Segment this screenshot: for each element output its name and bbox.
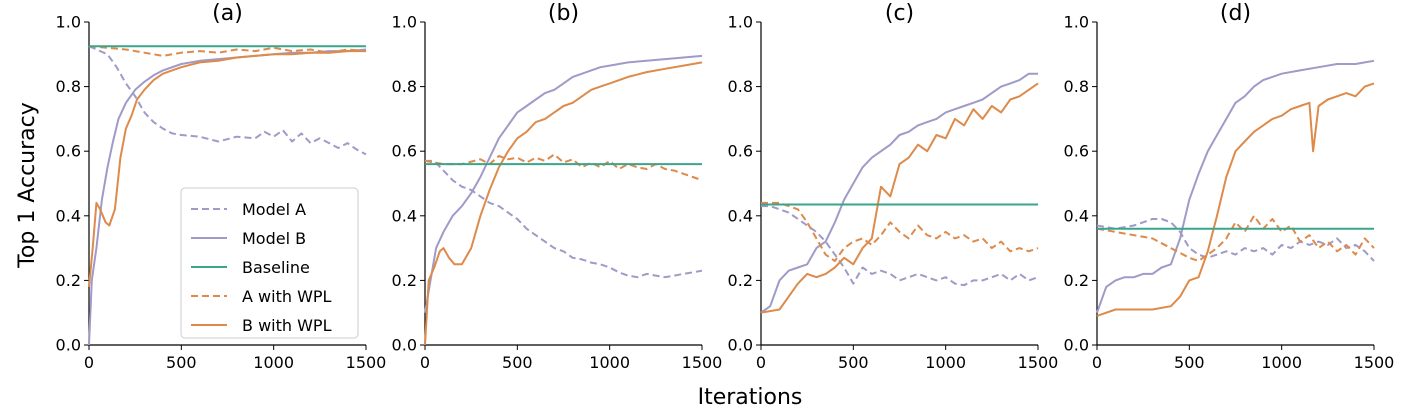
y-tick-label: 0.4 [1064, 206, 1089, 225]
y-tick-label: 0.0 [56, 336, 81, 355]
series-line-b-with-wpl [424, 61, 703, 346]
legend-label: Baseline [242, 258, 310, 277]
series-line-a-with-wpl [424, 153, 703, 182]
chart-panel-1: (a) 0.0 0.2 0.4 0.6 0.8 1.0 0 500 1000 1500 [56, 1, 387, 372]
x-tick-label: 1500 [1354, 353, 1395, 372]
legend-label: Model B [242, 229, 306, 248]
y-tick-label: 0.8 [56, 77, 81, 96]
legend: Model A Model B Baseline A with WPL B with W… [180, 187, 359, 339]
x-tick-label: 1000 [253, 353, 294, 372]
series-line-b-with-wpl [88, 50, 366, 287]
x-tick-label: 1500 [346, 353, 387, 372]
legend-box [180, 187, 359, 339]
x-tick-label: 1000 [925, 353, 966, 372]
x-tick-label: 0 [1092, 353, 1102, 372]
y-tick-label: 0.6 [1064, 142, 1089, 161]
series-line-model-b [88, 48, 367, 346]
legend-label: B with WPL [242, 316, 332, 335]
x-tick-label: 1000 [589, 353, 630, 372]
series-line-b-with-wpl [1096, 82, 1375, 317]
x-tick-label: 500 [838, 353, 869, 372]
panel-title: (a) [212, 1, 243, 26]
legend-label: A with WPL [242, 287, 332, 306]
y-tick-label: 0.0 [1064, 336, 1089, 355]
y-tick-label: 1.0 [1064, 13, 1089, 32]
series-line-model-b [424, 54, 703, 313]
series-line-model-a [88, 45, 367, 156]
series-line-model-b [1096, 59, 1375, 314]
y-tick-label: 1.0 [56, 13, 81, 32]
y-tick-label: 0.0 [392, 336, 417, 355]
y-tick-label: 0.6 [392, 142, 417, 161]
y-tick-label: 0.0 [728, 336, 753, 355]
y-tick-label: 0.2 [56, 271, 81, 290]
series-line-a-with-wpl [88, 45, 367, 57]
x-tick-label: 500 [166, 353, 197, 372]
y-tick-label: 0.2 [392, 271, 417, 290]
chart-panel-3: (c) 0.0 0.2 0.4 0.6 0.8 1.0 0 500 1000 1500 [728, 1, 1059, 372]
panel-title: (b) [548, 1, 579, 26]
series-line-model-a [761, 205, 1039, 287]
series-line-model-a [1096, 218, 1375, 262]
y-axis-title: Top 1 Accuracy [15, 102, 40, 269]
y-tick-label: 0.6 [56, 142, 81, 161]
y-tick-label: 0.6 [728, 142, 753, 161]
y-tick-label: 0.8 [728, 77, 753, 96]
series-line-a-with-wpl [761, 201, 1039, 262]
y-tick-label: 1.0 [392, 13, 417, 32]
series-line-a-with-wpl [1096, 214, 1375, 262]
x-tick-label: 1500 [682, 353, 723, 372]
series-line-b-with-wpl [760, 82, 1039, 314]
series-line-model-a [425, 159, 703, 279]
y-tick-label: 0.4 [392, 206, 417, 225]
x-tick-label: 500 [502, 353, 533, 372]
x-tick-label: 0 [420, 353, 430, 372]
x-tick-label: 0 [756, 353, 766, 372]
panels: (a)0.00.20.40.60.81.00 500 1000 1500(b)0.00… [56, 1, 1395, 372]
chart-panel-4: (d) 0.0 0.2 0.4 0.6 0.8 1.0 0 500 1000 1500 [1064, 1, 1395, 372]
x-tick-label: 500 [1174, 353, 1205, 372]
y-tick-label: 1.0 [728, 13, 753, 32]
x-tick-label: 1500 [1018, 353, 1059, 372]
series-line-model-b [760, 72, 1038, 314]
chart-panel-2: (b) 0.0 0.2 0.4 0.6 0.8 1.0 0 500 1000 1500 [392, 1, 723, 372]
y-tick-label: 0.8 [1064, 77, 1089, 96]
y-tick-label: 0.4 [56, 206, 81, 225]
panel-title: (c) [885, 1, 914, 26]
x-axis-title: Iterations [698, 385, 803, 409]
x-tick-label: 0 [84, 353, 94, 372]
y-tick-label: 0.2 [1064, 271, 1089, 290]
y-tick-label: 0.2 [728, 271, 753, 290]
panel-title: (d) [1220, 1, 1251, 26]
legend-label: Model A [242, 200, 306, 219]
y-tick-label: 0.8 [392, 77, 417, 96]
x-tick-label: 1000 [1261, 353, 1302, 372]
y-tick-label: 0.4 [728, 206, 753, 225]
